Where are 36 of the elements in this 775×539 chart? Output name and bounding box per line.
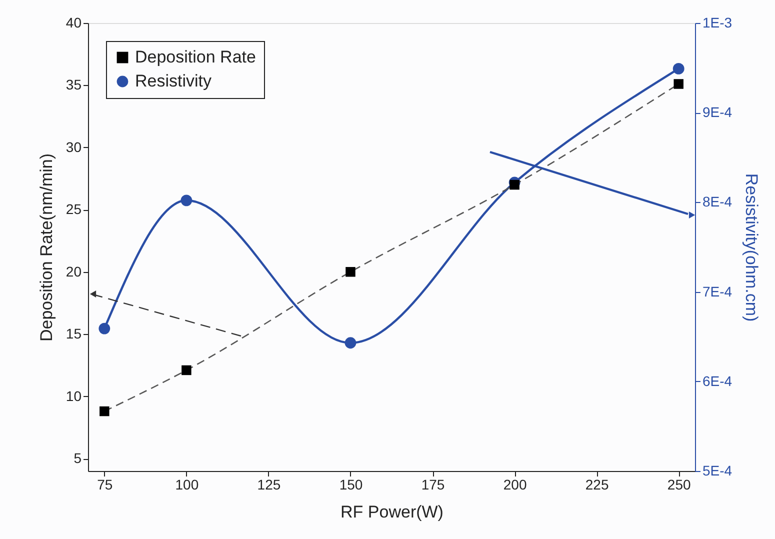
legend-label: Deposition Rate bbox=[135, 48, 256, 66]
x-tick-label: 125 bbox=[257, 476, 281, 492]
y2-tick-label: 6E-4 bbox=[702, 372, 732, 389]
point bbox=[344, 337, 356, 349]
y2-tick-label: 7E-4 bbox=[702, 283, 732, 300]
point bbox=[674, 79, 684, 89]
y2-tick-label: 5E-4 bbox=[702, 462, 732, 478]
point bbox=[346, 267, 356, 277]
point bbox=[182, 365, 192, 376]
y-tick-label: 30 bbox=[66, 138, 82, 155]
x-tick-label: 200 bbox=[503, 476, 527, 492]
point bbox=[180, 194, 192, 206]
x-tick-label: 225 bbox=[585, 476, 609, 492]
y-tick-label: 15 bbox=[66, 326, 82, 342]
y-tick-label: 10 bbox=[66, 388, 82, 404]
x-tick-label: 175 bbox=[421, 476, 445, 492]
x-tick-label: 100 bbox=[175, 476, 199, 492]
y2-axis-title: Resistivity(ohm.cm) bbox=[742, 173, 762, 322]
x-tick-label: 250 bbox=[667, 476, 691, 492]
x-axis-title: RF Power(W) bbox=[340, 502, 444, 522]
y-tick-label: 40 bbox=[66, 14, 82, 30]
point bbox=[100, 406, 110, 416]
point bbox=[98, 322, 110, 334]
y2-tick-label: 8E-4 bbox=[702, 194, 732, 210]
y2-tick-label: 9E-4 bbox=[702, 104, 732, 120]
legend-label: Resistivity bbox=[135, 72, 212, 90]
y-axis-title: Deposition Rate(nm/min) bbox=[36, 153, 56, 342]
y-tick-label: 25 bbox=[66, 201, 82, 218]
point bbox=[510, 180, 520, 190]
y-tick-label: 20 bbox=[66, 263, 82, 280]
x-tick-label: 150 bbox=[339, 476, 363, 492]
y2-tick-label: 1E-3 bbox=[702, 14, 732, 30]
y-tick-label: 35 bbox=[66, 76, 82, 93]
x-tick-label: 75 bbox=[97, 476, 113, 492]
y-tick-label: 5 bbox=[74, 450, 82, 466]
point bbox=[672, 63, 684, 74]
